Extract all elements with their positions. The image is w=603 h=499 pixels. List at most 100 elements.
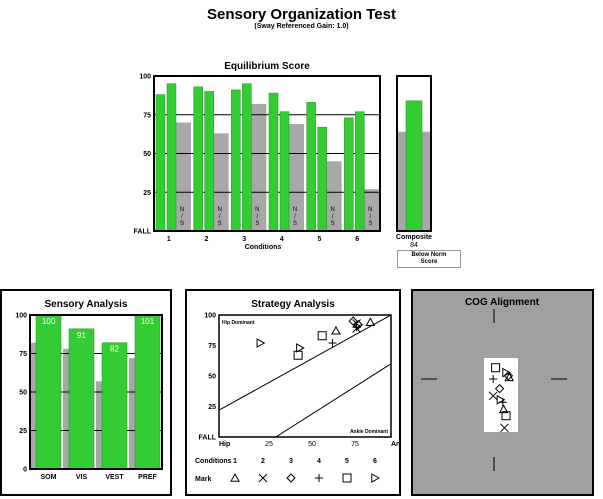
- legend-condition-number: 2: [261, 458, 265, 465]
- trial-bar: [155, 94, 166, 232]
- cog-point-diamond: [494, 383, 505, 394]
- y-tick-label: FALL: [134, 229, 152, 236]
- x-tick-label: 75: [351, 441, 359, 448]
- strategy-analysis-chart: Strategy Analysis Hip Dominant Ankle Domin…: [195, 299, 404, 483]
- composite-frame: [396, 75, 432, 232]
- page-subtitle: (Sway Referenced Gain: 1.0): [254, 23, 349, 30]
- legend-x-icon: [258, 473, 268, 483]
- sensory-analysis-chart: Sensory Analysis 100 SOM 91 VIS 82 VEST 101 PREF…: [15, 299, 163, 481]
- sensory-category-label: PREF: [138, 474, 157, 481]
- x-axis-label: Conditions: [245, 244, 282, 251]
- non-scored-label: /: [181, 214, 183, 220]
- cog-title: COG Alignment: [465, 297, 540, 308]
- y-tick-label: 0: [23, 467, 27, 474]
- y-tick-label: 50: [208, 374, 216, 381]
- condition-tick-label: 4: [280, 236, 284, 243]
- trial-bar: [279, 111, 290, 232]
- legend-square-icon: [342, 473, 352, 483]
- condition-tick-label: 3: [242, 236, 246, 243]
- sensory-bar: [134, 314, 161, 470]
- condition-tick-label: 5: [318, 236, 322, 243]
- trial-bar: [193, 86, 203, 232]
- sensory-category-label: VEST: [105, 474, 124, 481]
- trial-bar: [242, 83, 252, 232]
- trial-bar: [166, 83, 177, 232]
- cog-alignment-panel: COG Alignment: [411, 289, 594, 496]
- sensory-value-label: 101: [141, 317, 155, 326]
- legend-mark-label: Mark: [195, 476, 211, 483]
- sensory-value-label: 82: [110, 345, 119, 354]
- strategy-analysis-panel: Strategy Analysis Hip Dominant Ankle Domin…: [185, 289, 404, 496]
- trial-bar: [317, 126, 327, 232]
- composite-score-bar: [405, 100, 423, 232]
- non-scored-label: N: [293, 207, 297, 213]
- plot-frame: [29, 314, 163, 470]
- non-scored-label: S: [180, 221, 184, 227]
- legend-condition-number: 1: [233, 458, 237, 465]
- legend-plus-icon: [315, 474, 323, 482]
- y-tick-label: 75: [19, 351, 27, 358]
- condition-tick-label: 6: [355, 236, 359, 243]
- sensory-bar: [101, 342, 128, 470]
- cog-point-x: [488, 391, 498, 401]
- x-tick-label: 50: [308, 441, 316, 448]
- strategy-point-plus: [328, 339, 337, 348]
- condition-tick-label: 1: [167, 236, 171, 243]
- sensory-value-label: 100: [42, 317, 56, 326]
- legend-condition-number: 6: [373, 458, 377, 465]
- legend-diamond-icon: [286, 473, 296, 483]
- strategy-title: Strategy Analysis: [251, 299, 335, 310]
- cog-point-triangle-up: [504, 372, 515, 382]
- y-tick-label: FALL: [199, 435, 217, 442]
- norm-bar: [362, 189, 380, 231]
- non-scored-label: S: [331, 221, 335, 227]
- trial-bar: [204, 91, 214, 232]
- y-tick-label: 100: [204, 313, 216, 320]
- norm-bar: [211, 133, 229, 231]
- y-tick-label: 25: [19, 428, 27, 435]
- strategy-point-triangle-right: [296, 343, 305, 353]
- non-scored-label: /: [219, 214, 221, 220]
- y-tick-label: 50: [19, 390, 27, 397]
- y-tick-label: 75: [143, 112, 151, 119]
- norm-bar: [287, 124, 304, 231]
- strategy-point-diamond: [353, 320, 364, 330]
- cog-point-triangle-up: [498, 404, 509, 414]
- below-norm-legend-box: Below Norm Score: [397, 250, 461, 268]
- sensory-bar: [68, 328, 95, 470]
- non-scored-label: N: [180, 207, 184, 213]
- legend-condition-number: 4: [317, 458, 321, 465]
- y-tick-label: 100: [139, 74, 151, 81]
- sensory-bar: [35, 314, 62, 470]
- below-norm-legend: Below Norm Score: [411, 252, 447, 265]
- trial-bar: [344, 117, 354, 232]
- cog-point-plus: [498, 398, 507, 407]
- y-tick-label: 50: [143, 151, 151, 158]
- non-scored-label: /: [369, 214, 371, 220]
- equilibrium-title: Equilibrium Score: [224, 61, 310, 72]
- norm-bar: [249, 103, 267, 231]
- trial-bar: [355, 111, 365, 232]
- hip-dominant-label: Hip Dominant: [222, 320, 255, 326]
- strategy-point-diamond: [348, 316, 358, 326]
- y-tick-label: 25: [143, 190, 151, 197]
- cog-point-plus: [489, 375, 498, 383]
- condition-tick-label: 2: [205, 236, 209, 243]
- non-scored-label: S: [293, 221, 297, 227]
- non-scored-label: /: [332, 214, 334, 220]
- sensory-value-label: 91: [77, 331, 86, 340]
- strategy-point-square: [293, 350, 303, 360]
- cog-point-x: [500, 423, 509, 433]
- norm-bar: [324, 161, 342, 231]
- sensory-category-label: VIS: [76, 474, 88, 481]
- composite-chart: [396, 75, 432, 232]
- non-scored-label: S: [368, 221, 372, 227]
- x-tick-label: 25: [265, 441, 273, 448]
- y-tick-label: 75: [208, 343, 216, 350]
- y-tick-label: 25: [208, 404, 216, 411]
- x-label-hip: Hip: [219, 441, 230, 448]
- ankle-dominant-label: Ankle Dominant: [350, 429, 388, 435]
- y-tick-label: 100: [15, 313, 27, 320]
- ankle-boundary-line: [275, 363, 391, 437]
- legend-condition-number: 5: [345, 458, 349, 465]
